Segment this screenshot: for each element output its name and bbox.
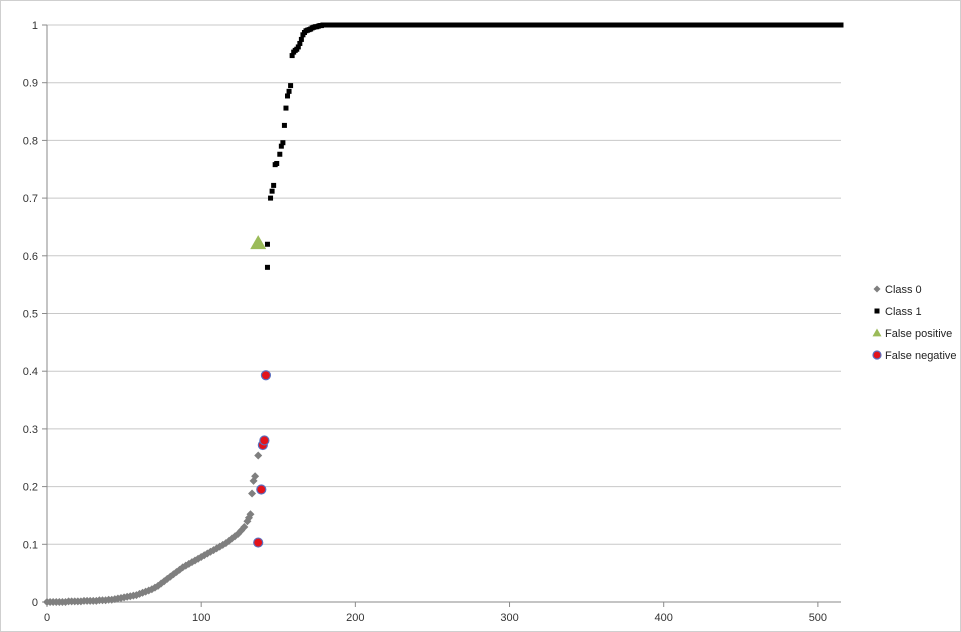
class1-point (283, 105, 289, 111)
false-negative-point (260, 370, 272, 381)
y-tick-label: 0.9 (23, 78, 38, 90)
y-tick-label: 0.1 (23, 539, 38, 551)
class1-point (295, 44, 301, 50)
legend-false-positive-icon (872, 328, 882, 337)
class1-point (278, 143, 284, 149)
false-negative-point (253, 537, 264, 548)
class0-point (251, 472, 260, 481)
class1-point (268, 195, 274, 201)
class0-point (240, 522, 249, 531)
class1-point (280, 140, 286, 146)
y-tick-label: 0.4 (23, 366, 38, 378)
class1-point (264, 241, 270, 247)
x-tick-label: 400 (655, 612, 673, 624)
y-tick-label: 0.2 (23, 482, 38, 494)
class1-point (298, 36, 304, 42)
class1-point (269, 188, 275, 194)
legend-label: False negative (885, 350, 957, 362)
legend-label: Class 0 (885, 284, 922, 296)
false-negative-point (259, 435, 270, 446)
class1-point (274, 160, 280, 166)
y-tick-label: 0.8 (23, 135, 38, 147)
x-tick-label: 200 (346, 612, 364, 624)
class1-point (288, 83, 294, 89)
y-tick-label: 0.7 (23, 193, 38, 205)
x-tick-label: 0 (44, 612, 50, 624)
y-tick-label: 1 (32, 20, 38, 32)
class1-point (286, 88, 292, 94)
class1-plateau-points (320, 22, 842, 28)
legend-false-negative-icon (872, 350, 882, 360)
class1-point (297, 40, 303, 46)
x-tick-label: 500 (809, 612, 827, 624)
y-tick-label: 0.3 (23, 424, 38, 436)
data-points (43, 22, 844, 606)
false-negative-point (256, 484, 267, 495)
class1-point (271, 182, 277, 188)
x-tick-label: 300 (500, 612, 518, 624)
legend: Class 0 Class 1 False positive False negati… (872, 284, 957, 362)
class1-point (264, 264, 270, 270)
class0-point (248, 489, 257, 498)
legend-label: False positive (885, 328, 952, 340)
grid-lines (47, 24, 841, 545)
x-tick-label: 100 (192, 612, 210, 624)
legend-class0-icon (873, 285, 881, 293)
y-tick-label: 0.6 (23, 251, 38, 263)
y-tick-label: 0.5 (23, 309, 38, 321)
legend-label: Class 1 (885, 306, 922, 318)
class1-point (289, 53, 295, 59)
axes: 0 0.1 0.2 0.3 0.4 0.5 0.6 0.7 0.8 0.9 1 0 100 200 300 4… (23, 20, 841, 624)
false-positive-point (250, 235, 267, 250)
class1-point (281, 122, 287, 128)
legend-class1-icon (874, 308, 880, 314)
class0-point (246, 510, 255, 519)
y-tick-label: 0 (32, 597, 38, 609)
class1-point (285, 93, 291, 99)
class1-point (277, 151, 283, 157)
class0-point (254, 451, 263, 460)
